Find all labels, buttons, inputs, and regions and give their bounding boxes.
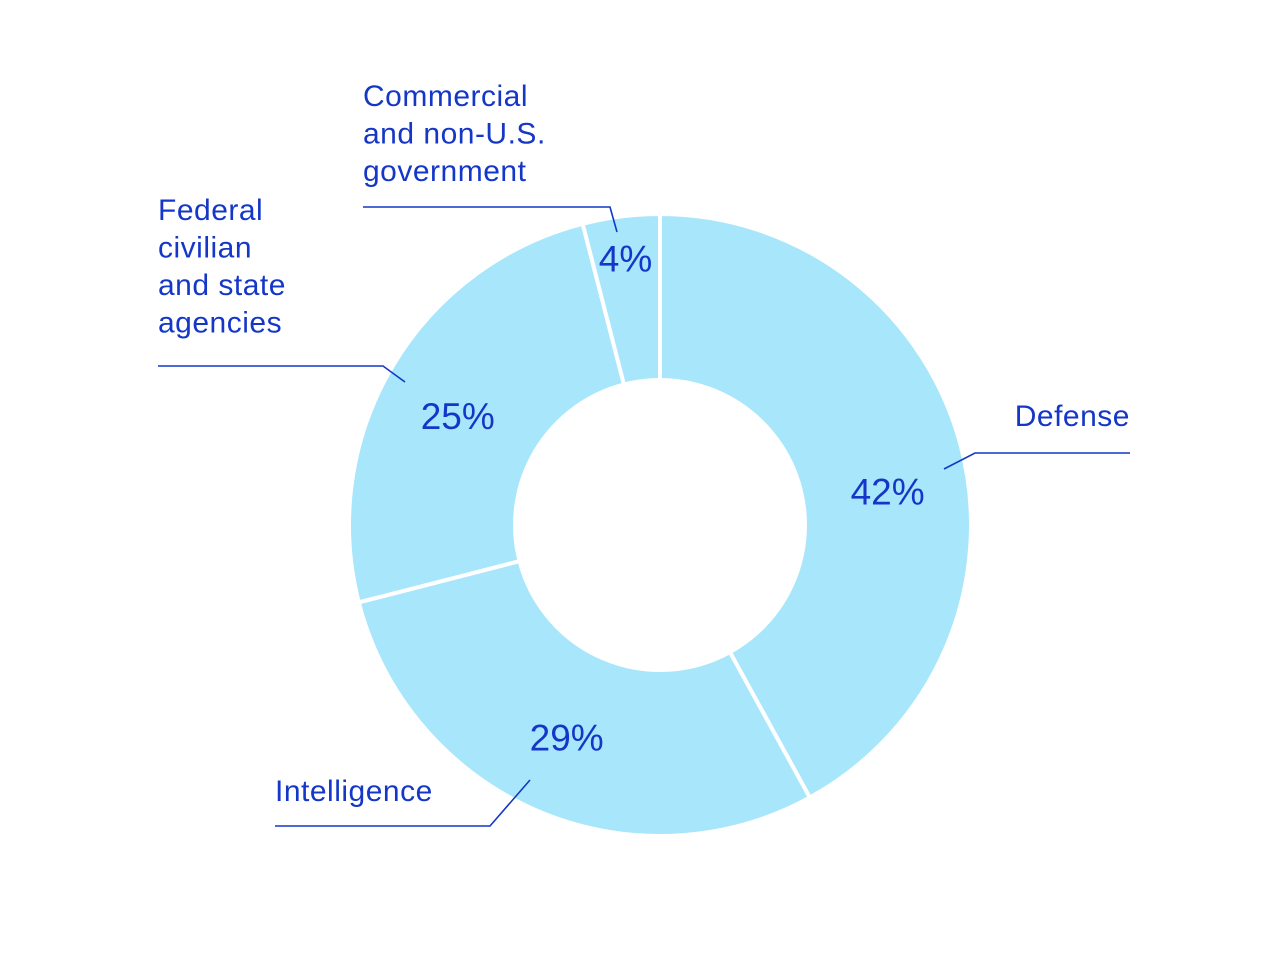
category-label: Federal: [158, 194, 263, 227]
slice: [347, 221, 627, 605]
value-label: 25%: [421, 396, 495, 437]
category-label: Defense: [1015, 400, 1130, 433]
value-label: 29%: [530, 717, 604, 758]
slice: [658, 211, 973, 801]
category-label: government: [363, 155, 527, 188]
category-label: Intelligence: [275, 775, 433, 808]
category-label: and non-U.S.: [363, 117, 546, 150]
leader-line: [275, 779, 531, 827]
category-label: agencies: [158, 306, 282, 339]
slice: [580, 211, 662, 387]
category-label: civilian: [158, 231, 252, 264]
category-label: Commercial: [363, 80, 528, 113]
category-label: and state: [158, 269, 286, 302]
leader-line: [158, 365, 406, 383]
value-label: 42%: [851, 471, 925, 512]
slice: [356, 558, 813, 838]
leader-line: [363, 206, 618, 233]
value-label: 4%: [599, 239, 652, 280]
leader-line: [943, 452, 1130, 470]
